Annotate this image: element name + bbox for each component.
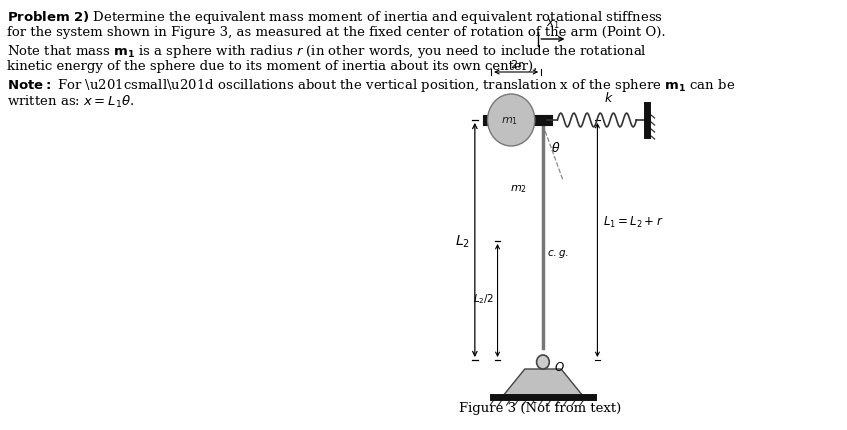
Text: $2r$: $2r$ — [510, 58, 524, 70]
Text: for the system shown in Figure 3, as measured at the fixed center of rotation of: for the system shown in Figure 3, as mea… — [8, 26, 666, 39]
Text: Figure 3 (Not from text): Figure 3 (Not from text) — [458, 401, 621, 414]
Text: written as: $x = L_1\theta$.: written as: $x = L_1\theta$. — [8, 94, 135, 110]
Text: $O$: $O$ — [554, 361, 565, 374]
Text: $m_1$: $m_1$ — [501, 115, 518, 126]
Circle shape — [537, 355, 550, 369]
Text: $L_2$: $L_2$ — [456, 233, 470, 250]
Text: $\bf{Problem\ 2)}$ Determine the equivalent mass moment of inertia and equivalen: $\bf{Problem\ 2)}$ Determine the equival… — [8, 9, 663, 26]
Text: Note that mass $\mathit{\mathbf{m_1}}$ is a sphere with radius $\mathit{r}$ (in : Note that mass $\mathit{\mathbf{m_1}}$ i… — [8, 43, 647, 60]
Polygon shape — [502, 369, 584, 397]
Circle shape — [488, 95, 534, 147]
Text: $x_1$: $x_1$ — [546, 18, 560, 31]
Text: $L_2/2$: $L_2/2$ — [473, 292, 495, 306]
Text: $\mathbf{Note:}$ For \u201csmall\u201d oscillations about the vertical position,: $\mathbf{Note:}$ For \u201csmall\u201d o… — [8, 77, 735, 94]
Text: $\theta$: $\theta$ — [551, 141, 561, 155]
Text: $L_1 = L_2 + r$: $L_1 = L_2 + r$ — [603, 214, 663, 229]
Text: $k$: $k$ — [604, 91, 614, 105]
Text: kinetic energy of the sphere due to its moment of inertia about its own center).: kinetic energy of the sphere due to its … — [8, 60, 538, 73]
Text: $m_2$: $m_2$ — [510, 182, 527, 194]
Text: $c.g.$: $c.g.$ — [547, 248, 569, 259]
